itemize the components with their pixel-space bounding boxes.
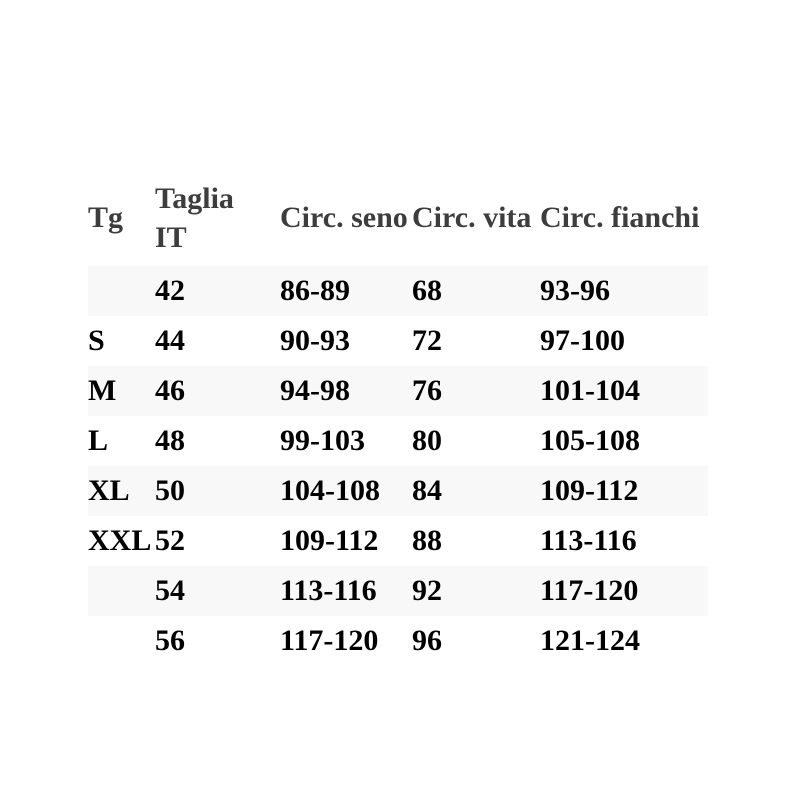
cell-circ-seno: 90-93 [280, 324, 350, 357]
cell-circ-fianchi: 121-124 [540, 624, 640, 657]
cell-tg: XL [88, 474, 130, 507]
header-cell-tg: Tg [88, 201, 124, 234]
cell-taglia-it: 56 [155, 624, 185, 657]
cell-circ-vita: 76 [412, 374, 442, 407]
cell-circ-fianchi: 113-116 [540, 524, 637, 557]
cell-circ-seno: 94-98 [280, 374, 350, 407]
table-row: L 48 99-103 80 105-108 [88, 416, 708, 466]
cell-taglia-it: 50 [155, 474, 185, 507]
cell-tg: L [88, 424, 109, 457]
table-header-row: Tg Taglia IT Circ. seno Circ. vita Circ.… [88, 170, 708, 266]
cell-circ-vita: 88 [412, 524, 442, 557]
table-row: XXL 52 109-112 88 113-116 [88, 516, 708, 566]
cell-circ-vita: 96 [412, 624, 442, 657]
cell-circ-fianchi: 93-96 [540, 274, 610, 307]
cell-circ-seno: 86-89 [280, 274, 350, 307]
cell-circ-fianchi: 117-120 [540, 574, 639, 607]
header-taglia-line1: Taglia [155, 182, 234, 215]
cell-circ-seno: 104-108 [280, 474, 380, 507]
cell-tg: XXL [88, 524, 152, 557]
cell-circ-vita: 68 [412, 274, 442, 307]
cell-circ-seno: 117-120 [280, 624, 379, 657]
table-row: XL 50 104-108 84 109-112 [88, 466, 708, 516]
cell-circ-fianchi: 97-100 [540, 324, 625, 357]
cell-circ-seno: 99-103 [280, 424, 365, 457]
cell-taglia-it: 52 [155, 524, 185, 557]
cell-circ-vita: 84 [412, 474, 442, 507]
cell-circ-fianchi: 105-108 [540, 424, 640, 457]
table-row: 56 117-120 96 121-124 [88, 616, 708, 666]
cell-circ-seno: 109-112 [280, 524, 379, 557]
cell-circ-vita: 92 [412, 574, 442, 607]
size-chart-table: Tg Taglia IT Circ. seno Circ. vita Circ.… [88, 170, 708, 666]
cell-taglia-it: 46 [155, 374, 185, 407]
table-row: 42 86-89 68 93-96 [88, 266, 708, 316]
header-cell-taglia-it: Taglia IT [155, 179, 280, 257]
table-row: S 44 90-93 72 97-100 [88, 316, 708, 366]
cell-taglia-it: 54 [155, 574, 185, 607]
cell-circ-fianchi: 109-112 [540, 474, 639, 507]
header-cell-circ-vita: Circ. vita [412, 201, 532, 234]
header-cell-circ-fianchi: Circ. fianchi [540, 201, 700, 234]
cell-taglia-it: 48 [155, 424, 185, 457]
cell-circ-vita: 72 [412, 324, 442, 357]
header-cell-circ-seno: Circ. seno [280, 201, 408, 234]
cell-tg: M [88, 374, 117, 407]
table-row: M 46 94-98 76 101-104 [88, 366, 708, 416]
cell-taglia-it: 42 [155, 274, 185, 307]
cell-circ-fianchi: 101-104 [540, 374, 640, 407]
cell-circ-vita: 80 [412, 424, 442, 457]
header-taglia-line2: IT [155, 221, 187, 254]
cell-taglia-it: 44 [155, 324, 185, 357]
cell-circ-seno: 113-116 [280, 574, 377, 607]
cell-tg: S [88, 324, 105, 357]
table-row: 54 113-116 92 117-120 [88, 566, 708, 616]
